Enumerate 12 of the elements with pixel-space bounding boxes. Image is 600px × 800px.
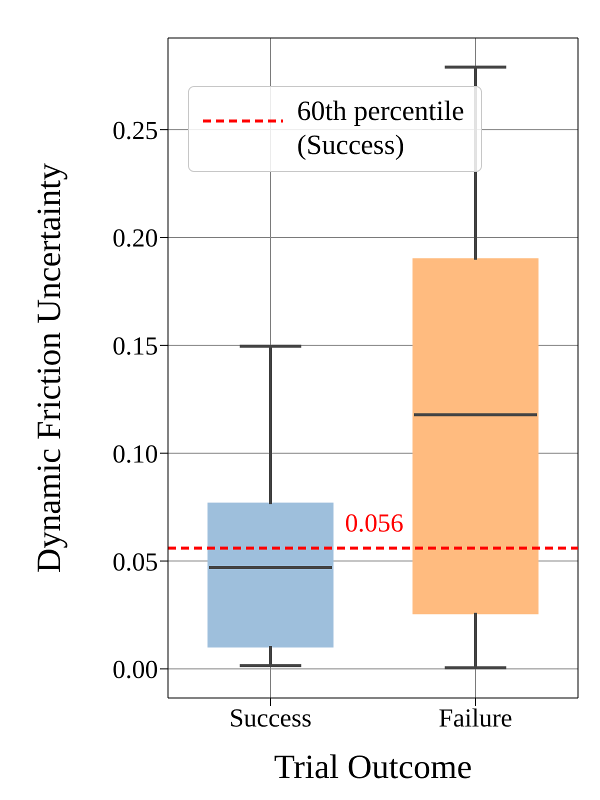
x-tick-label: Failure (438, 703, 512, 732)
annotation: 0.056 (345, 508, 404, 538)
x-tick-label: Success (229, 703, 312, 732)
y-tick-label: 0.20 (112, 224, 158, 253)
y-tick-label: 0.25 (112, 116, 158, 145)
y-tick-label: 0.00 (112, 655, 158, 684)
y-tick-label: 0.05 (112, 547, 158, 576)
y-tick-label: 0.15 (112, 332, 158, 361)
y-tick-label: 0.10 (112, 439, 158, 468)
legend-label: 60th percentile (Success) (297, 95, 466, 163)
x-axis-title: Trial Outcome (274, 749, 472, 786)
y-axis-title: Dynamic Friction Uncertainty (31, 163, 68, 573)
